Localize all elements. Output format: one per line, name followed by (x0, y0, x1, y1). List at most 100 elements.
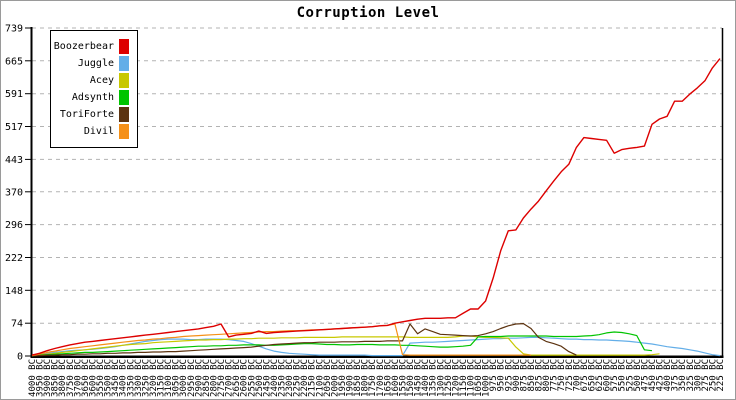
x-tick-label: 3800 BC (58, 359, 68, 397)
x-tick-label: 975 BC (489, 359, 499, 392)
x-tick-label: 3150 BC (157, 359, 167, 397)
y-tick-label: 222 (5, 253, 23, 264)
x-tick-label: 725 BC (565, 359, 575, 392)
series-line-divil (31, 323, 531, 357)
series-line-juggle (31, 336, 721, 357)
legend-item-divil: Divil (56, 123, 129, 140)
x-tick-label: 1950 BC (338, 359, 348, 397)
y-tick-label: 148 (5, 286, 23, 297)
legend-item-adsynth: Adsynth (56, 89, 129, 106)
x-tick-label: 2000 BC (330, 359, 340, 397)
x-tick-label: 475 BC (640, 359, 650, 392)
x-tick-label: 2250 BC (293, 359, 303, 397)
x-tick-label: 550 BC (618, 359, 628, 392)
x-tick-label: 325 BC (686, 359, 696, 392)
chart-title: Corruption Level (296, 5, 440, 21)
x-tick-label: 300 BC (693, 359, 703, 392)
x-tick-label: 575 BC (610, 359, 620, 392)
x-tick-label: 3250 BC (141, 359, 151, 397)
x-tick-label: 750 BC (557, 359, 567, 392)
x-tick-label: 950 BC (497, 359, 507, 392)
x-tick-label: 1800 BC (361, 359, 371, 397)
y-tick-label: 74 (11, 319, 23, 330)
x-tick-label: 1850 BC (353, 359, 363, 397)
legend-item-juggle: Juggle (56, 55, 129, 72)
x-tick-label: 3700 BC (73, 359, 83, 397)
legend: Boozerbear Juggle Acey Adsynth ToriForte Divi… (50, 30, 138, 148)
x-tick-label: 2800 BC (210, 359, 220, 397)
x-tick-label: 1400 BC (421, 359, 431, 397)
x-tick-label: 3300 BC (134, 359, 144, 397)
x-tick-label: 250 BC (708, 359, 718, 392)
axes (30, 27, 724, 359)
x-tick-label: 2300 BC (285, 359, 295, 397)
x-tick-label: 3850 BC (51, 359, 61, 397)
x-tick-label: 3600 BC (89, 359, 99, 397)
legend-swatch-acey (119, 73, 129, 88)
x-tick-label: 1550 BC (399, 359, 409, 397)
x-tick-label: 700 BC (572, 359, 582, 392)
legend-item-boozerbear: Boozerbear (54, 38, 129, 55)
x-tick-label: 4000 BC (28, 359, 38, 397)
x-tick-label: 850 BC (527, 359, 537, 392)
x-tick-label: 2500 BC (255, 359, 265, 397)
x-tick-label: 2850 BC (202, 359, 212, 397)
y-tick-label: 665 (5, 56, 23, 67)
x-tick-label: 1500 BC (406, 359, 416, 397)
x-tick-label: 1600 BC (391, 359, 401, 397)
x-tick-label: 1100 BC (467, 359, 477, 397)
legend-item-toriforte: ToriForte (56, 106, 129, 123)
x-tick-label: 600 BC (603, 359, 613, 392)
x-tick-label: 3350 BC (126, 359, 136, 397)
x-tick-label: 2700 BC (225, 359, 235, 397)
x-tick-label: 2350 BC (278, 359, 288, 397)
y-axis-ticks: 0 74 148 222 296 370 443 517 591 665 739 (5, 24, 32, 363)
series-line-toriforte (32, 323, 577, 357)
x-tick-label: 3000 BC (179, 359, 189, 397)
legend-label: Adsynth (71, 92, 114, 103)
y-tick-label: 296 (5, 220, 23, 231)
x-tick-label: 450 BC (648, 359, 658, 392)
x-tick-label: 3650 BC (81, 359, 91, 397)
legend-swatch-boozerbear (119, 39, 129, 54)
x-tick-label: 775 BC (550, 359, 560, 392)
x-tick-label: 3900 BC (43, 359, 53, 397)
x-tick-label: 1050 BC (474, 359, 484, 397)
series-line-boozerbear (31, 58, 721, 356)
x-tick-label: 2200 BC (300, 359, 310, 397)
x-tick-label: 3400 BC (119, 359, 129, 397)
x-tick-label: 400 BC (663, 359, 673, 392)
x-tick-label: 3450 BC (111, 359, 121, 397)
legend-label: Divil (83, 126, 114, 137)
y-tick-label: 370 (5, 187, 23, 198)
x-tick-label: 3200 BC (149, 359, 159, 397)
y-tick-label: 591 (5, 89, 23, 100)
series-lines (31, 58, 721, 357)
series-line-adsynth (31, 331, 653, 357)
y-tick-label: 443 (5, 155, 23, 166)
y-tick-label: 517 (5, 122, 23, 133)
x-tick-label: 925 BC (504, 359, 514, 392)
legend-swatch-divil (119, 124, 129, 139)
x-tick-label: 3500 BC (104, 359, 114, 397)
x-tick-label: 225 BC (716, 359, 726, 392)
series-line-acey (31, 335, 660, 357)
x-tick-label: 525 BC (625, 359, 635, 392)
x-tick-label: 1700 BC (376, 359, 386, 397)
x-tick-label: 2600 BC (240, 359, 250, 397)
legend-label: Juggle (77, 58, 114, 69)
x-tick-label: 375 BC (671, 359, 681, 392)
x-tick-label: 500 BC (633, 359, 643, 392)
x-tick-label: 2100 BC (315, 359, 325, 397)
x-tick-label: 1150 BC (459, 359, 469, 397)
y-tick-label: 0 (17, 352, 23, 363)
x-tick-label: 2550 BC (247, 359, 257, 397)
x-tick-label: 3750 BC (66, 359, 76, 397)
x-tick-label: 900 BC (512, 359, 522, 392)
x-tick-label: 2750 BC (217, 359, 227, 397)
gridlines (32, 27, 722, 324)
x-tick-label: 1900 BC (346, 359, 356, 397)
x-tick-label: 425 BC (656, 359, 666, 392)
